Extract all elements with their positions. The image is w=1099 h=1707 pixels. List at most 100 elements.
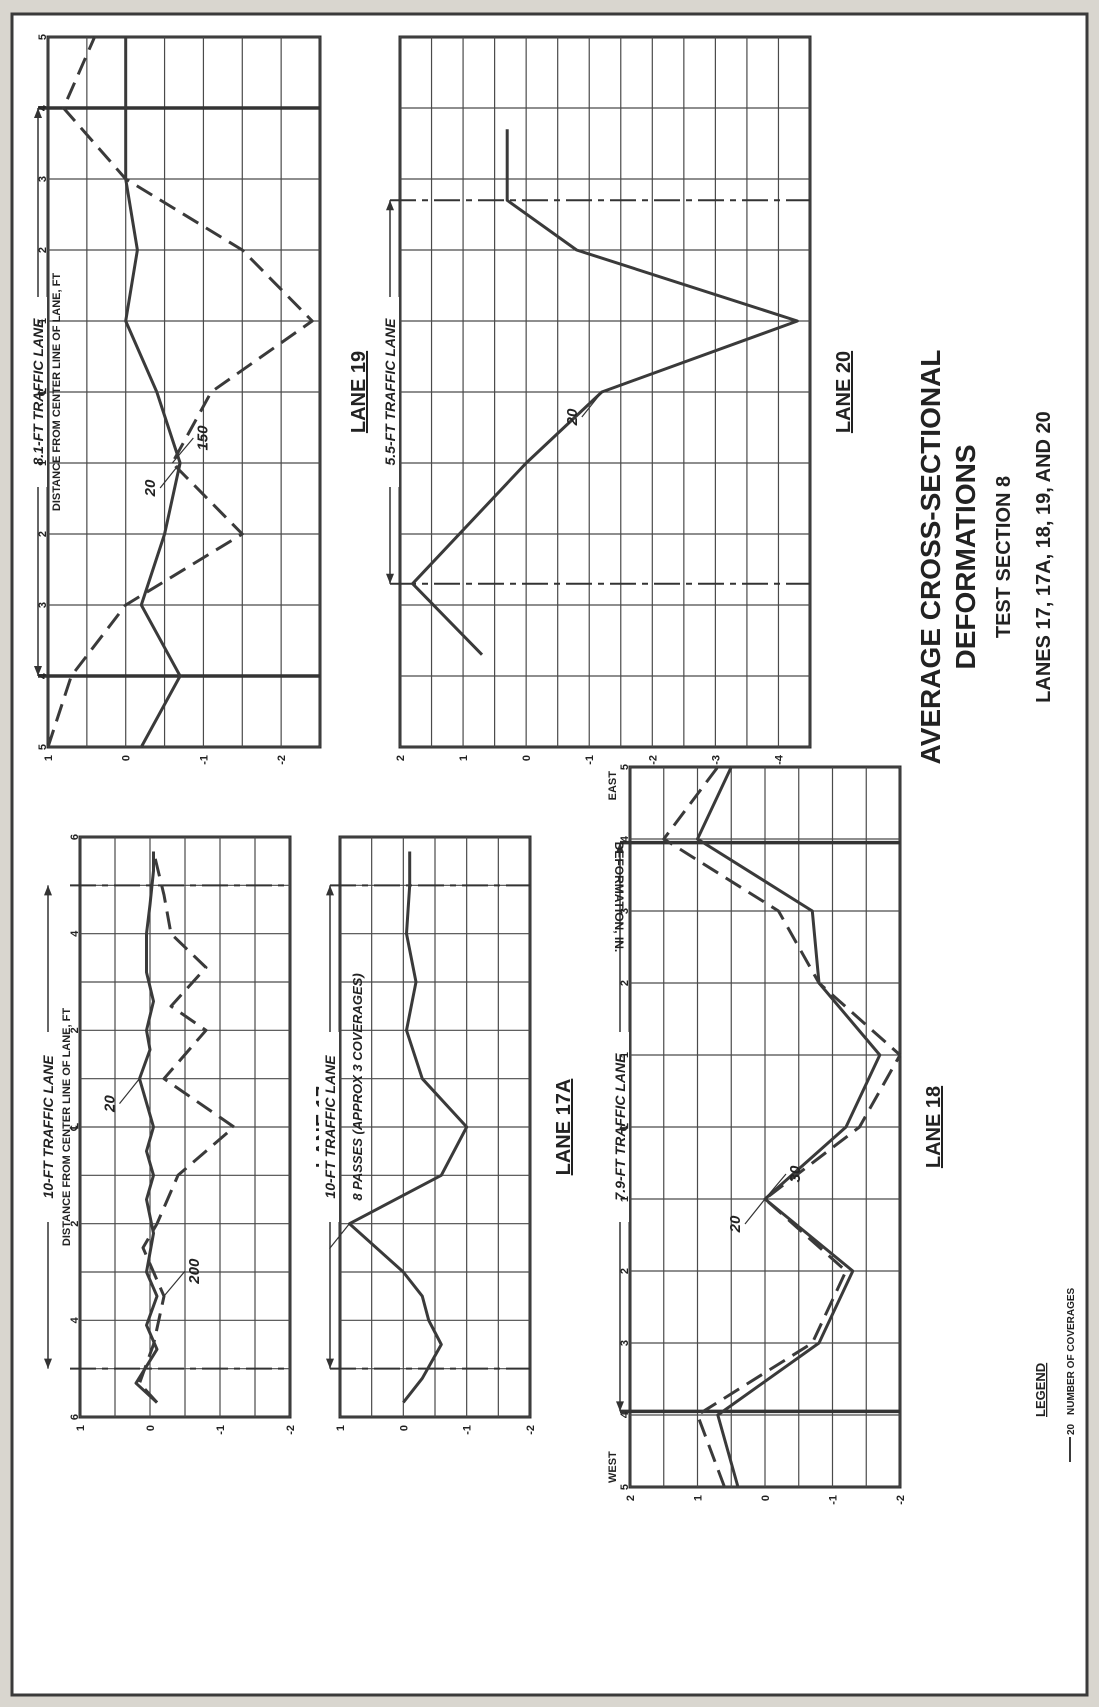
- x-tick-label: ℄: [37, 388, 49, 397]
- series-line-20: [411, 129, 799, 656]
- legend-title: LEGEND: [1033, 1363, 1048, 1417]
- y-tick-label: 0: [145, 1425, 157, 1431]
- series-label: 20: [142, 479, 159, 497]
- arrowhead-right: [326, 885, 334, 896]
- side-label-west: WEST: [607, 1451, 619, 1483]
- x-tick-label: 4: [37, 672, 49, 679]
- x-tick-label: 6: [69, 834, 81, 840]
- y-tick-label: 0: [521, 755, 533, 761]
- title-line-1: AVERAGE CROSS-SECTIONAL: [915, 350, 946, 765]
- paper-frame: [10, 12, 1089, 1697]
- lane-title: LANE 18: [923, 1086, 945, 1168]
- y-tick-label: -2: [525, 1425, 537, 1435]
- series-label: 30: [787, 1165, 804, 1182]
- chart-lane-17: 10-FT TRAFFIC LANE DISTANCE FROM CENTER L…: [37, 834, 335, 1435]
- chart-lane-17a: 10-FT TRAFFIC LANE 1 0 -1 -2 8 PASSES (APPROX…: [319, 835, 575, 1435]
- y-tick-label: -1: [462, 1425, 474, 1435]
- y-tick-label: -2: [285, 1425, 297, 1435]
- chart-lane-18: 7.9-FT TRAFFIC LANE 5 4 3 2 1 ℄ 1 2 3 4 5 2 1 0 -1 -2 WES…: [607, 764, 945, 1505]
- series-label-leader: [329, 1223, 350, 1250]
- title-line-4: LANES 17, 17A, 18, 19, AND 20: [1033, 411, 1055, 703]
- legend-entry-number: 20: [1066, 1423, 1077, 1435]
- series-line-30: [662, 766, 902, 1488]
- chart-lane-20: 5.5-FT TRAFFIC LANE 2 1 0 -1 -2 -3 -4 20 LANE 20: [379, 35, 855, 765]
- side-label-east: EAST: [607, 771, 619, 801]
- series-label-leader: [581, 391, 603, 418]
- lane-label-bg: [319, 1032, 339, 1222]
- x-tick-label: ℄: [619, 1123, 631, 1132]
- x-tick-label: 3: [619, 1340, 631, 1346]
- x-tick-label: 1: [619, 1052, 631, 1058]
- distance-axis-label: DISTANCE FROM CENTER LINE OF LANE, FT: [51, 273, 63, 511]
- y-tick-label: -2: [647, 755, 659, 765]
- x-tick-label: 2: [69, 1221, 81, 1227]
- series-label-leader: [744, 1198, 766, 1225]
- y-tick-label: -3: [710, 755, 722, 765]
- series-line-20: [134, 851, 159, 1404]
- y-tick-label: 1: [335, 1425, 347, 1431]
- x-tick-label: 2: [619, 980, 631, 986]
- series-label: 20: [564, 408, 581, 426]
- chart-lane-19: 8.1-FT TRAFFIC LANE DISTANCE FROM CENTER …: [27, 34, 370, 765]
- series-line-20: [124, 37, 182, 748]
- y-tick-label: -1: [584, 755, 596, 765]
- series-line-200: [138, 851, 236, 1404]
- y-tick-label: 1: [75, 1425, 87, 1431]
- y-tick-label: -4: [773, 754, 785, 765]
- traffic-lane-label: 5.5-FT TRAFFIC LANE: [382, 318, 398, 466]
- y-tick-label: -1: [215, 1425, 227, 1435]
- x-tick-label: 3: [37, 602, 49, 608]
- x-tick-label: 5: [37, 744, 49, 750]
- y-tick-label: 1: [693, 1495, 705, 1501]
- series-line-150: [46, 36, 314, 748]
- traffic-lane-label: 10-FT TRAFFIC LANE: [322, 1055, 338, 1199]
- series-label: 150: [194, 425, 211, 451]
- arrowhead-left: [34, 666, 42, 676]
- x-tick-label: 4: [69, 1316, 81, 1323]
- x-tick-label: 1: [37, 318, 49, 324]
- lane-label-bg: [379, 297, 399, 487]
- y-tick-label: -2: [276, 755, 288, 765]
- title-line-3: TEST SECTION 8: [993, 476, 1015, 638]
- lane-title: LANE 17A: [553, 1079, 575, 1176]
- series-label-leader: [764, 1173, 787, 1200]
- legend-entry-text: NUMBER OF COVERAGES: [1066, 1287, 1077, 1415]
- lane-label-bg: [27, 297, 47, 487]
- arrowhead-left: [386, 573, 394, 584]
- title-block: AVERAGE CROSS-SECTIONAL DEFORMATIONS TES…: [915, 350, 1055, 765]
- series-label-leader: [171, 437, 194, 464]
- lane-label-bg: [37, 1032, 57, 1222]
- x-tick-label: 3: [37, 176, 49, 182]
- arrowhead-right: [386, 200, 394, 211]
- series-label: 20: [727, 1215, 744, 1233]
- traffic-lane-label: 8.1-FT TRAFFIC LANE: [30, 318, 46, 466]
- y-tick-label: -1: [198, 755, 210, 765]
- series-line-8-passes: [348, 851, 469, 1404]
- y-tick-label: 0: [398, 1425, 410, 1431]
- x-tick-label: 5: [37, 34, 49, 40]
- annotation: 8 PASSES (APPROX 3 COVERAGES): [350, 973, 365, 1200]
- x-tick-label: 4: [619, 1411, 631, 1418]
- legend: LEGEND 20 NUMBER OF COVERAGES: [1033, 1287, 1077, 1462]
- arrowhead-right: [616, 842, 624, 853]
- series-label: 200: [186, 1258, 203, 1285]
- y-tick-label: -2: [895, 1495, 907, 1505]
- y-tick-label: 1: [43, 755, 55, 761]
- arrowhead-left: [616, 1401, 624, 1412]
- x-tick-label: 1: [37, 460, 49, 466]
- x-tick-label: 5: [619, 1484, 631, 1490]
- arrowhead-left: [326, 1358, 334, 1369]
- x-tick-label: ℄: [69, 1123, 81, 1132]
- traffic-lane-label: 7.9-FT TRAFFIC LANE: [612, 1053, 628, 1201]
- arrowhead-left: [44, 1358, 52, 1369]
- series-label-leader: [163, 1270, 186, 1297]
- x-tick-label: 2: [619, 1268, 631, 1274]
- series-line-20: [696, 766, 882, 1488]
- lane-title: LANE 19: [348, 351, 370, 433]
- traffic-lane-label: 10-FT TRAFFIC LANE: [40, 1055, 56, 1199]
- distance-axis-label: DISTANCE FROM CENTER LINE OF LANE, FT: [61, 1008, 73, 1246]
- series-label-leader: [119, 1078, 140, 1105]
- x-tick-label: 3: [619, 908, 631, 914]
